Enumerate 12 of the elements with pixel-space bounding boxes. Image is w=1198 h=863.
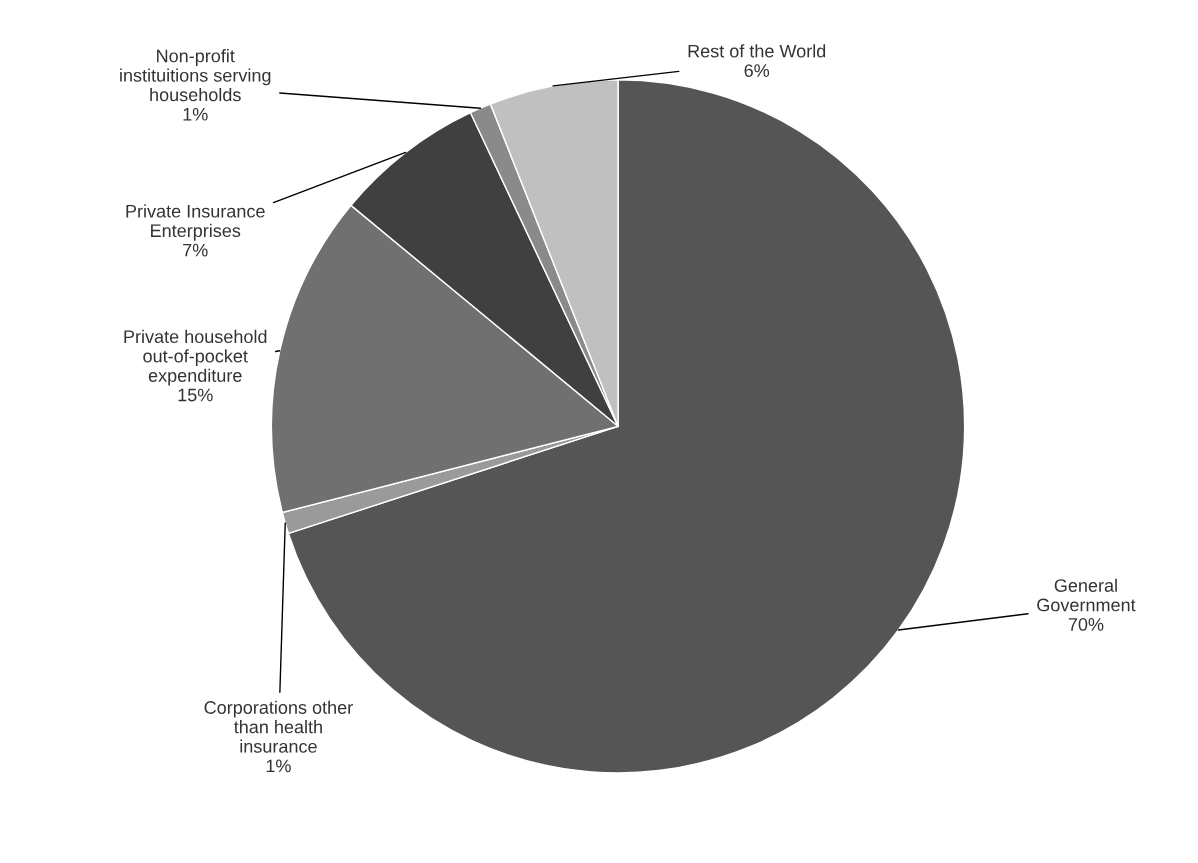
slice-label: Private Insurance Enterprises (126, 204, 265, 241)
slice-label: General Government (1037, 578, 1136, 612)
data-label: 1% (183, 107, 208, 121)
slice-label: Non-profit instituitions serving households (120, 49, 271, 102)
slice-label: Rest of the World (688, 44, 826, 58)
slice-label: Private household out-of-pocket expenditure (124, 329, 267, 386)
data-label: 6% (744, 64, 770, 77)
slice-label: Corporations other than health insurance (204, 700, 353, 753)
data-label: 7% (183, 243, 208, 257)
data-label: 1% (266, 759, 291, 773)
data-label: 15% (178, 388, 213, 402)
data-label: 70% (1068, 618, 1104, 631)
